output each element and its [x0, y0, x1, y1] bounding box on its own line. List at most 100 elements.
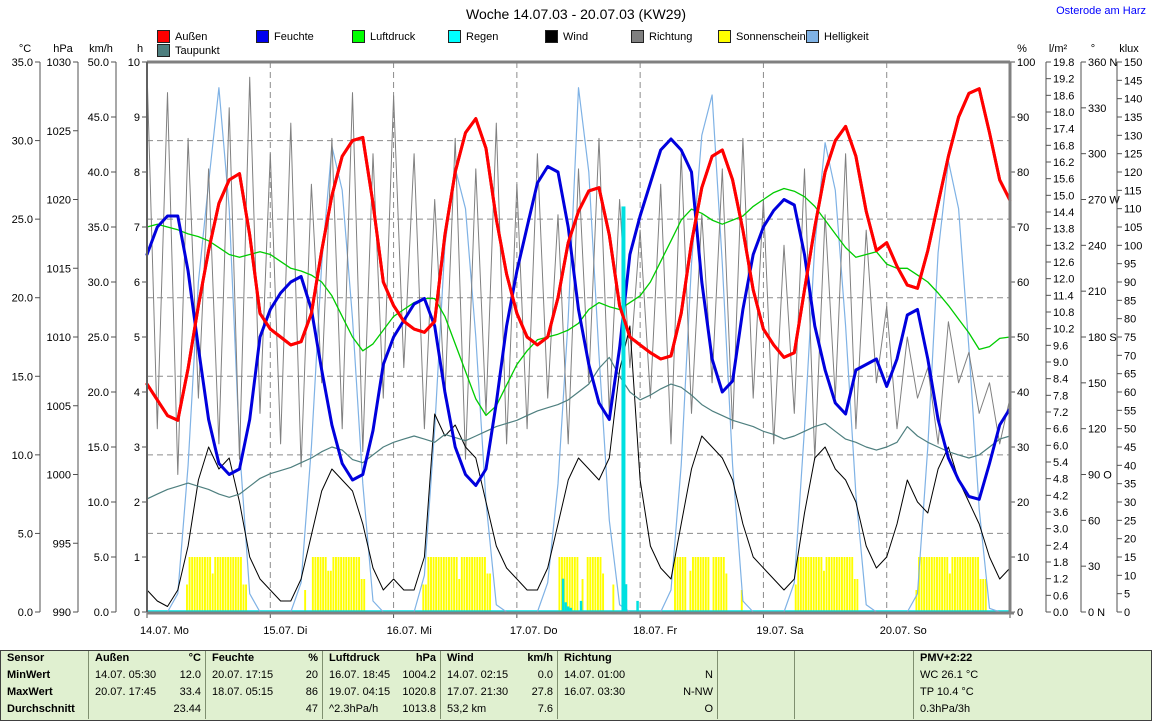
sunshine-bar [946, 557, 949, 612]
cell-time: 16.07. 18:45 [329, 669, 391, 681]
table-cell [718, 668, 795, 685]
sunshine-bar [799, 557, 802, 612]
legend-item-taupunkt[interactable]: Taupunkt [157, 44, 220, 57]
axis-tick-label-rain: 0.6 [1053, 590, 1068, 602]
legend-item-sonnenschein[interactable]: Sonnenschein [718, 30, 806, 43]
legend-item-wind[interactable]: Wind [545, 30, 588, 43]
sunshine-bar [848, 557, 851, 612]
axis-tick-label-klux: 125 [1124, 149, 1142, 161]
sunshine-bar [352, 557, 355, 612]
x-day-label: 15.07. Di [263, 625, 307, 637]
sunshine-bar [337, 557, 340, 612]
table-row-label: MinWert [1, 668, 89, 685]
axis-tick-label-rain: 16.8 [1053, 140, 1074, 152]
axis-tick-label-rain: 0.0 [1053, 607, 1068, 619]
table-cell-richtung: 14.07. 01:00 N [558, 668, 718, 685]
axis-tick-label-hum: 20 [1017, 497, 1029, 509]
sunshine-bar [201, 557, 204, 612]
sunshine-bar [481, 557, 484, 612]
sunshine-bar [823, 570, 825, 612]
sunshine-bar [581, 579, 584, 612]
stats-table: Sensor Außen °C Feuchte% Luftdruck hPa Wind km/… [0, 650, 1152, 721]
cell-time: 17.07. 21:30 [447, 686, 509, 698]
sunshine-bar [679, 557, 682, 612]
sunshine-bar [840, 557, 843, 612]
cell-time: 19.07. 04:15 [329, 686, 391, 698]
table-cell-feuchte: 20.07. 17:15 20 [206, 668, 323, 685]
sunshine-bar [440, 557, 443, 612]
cell-value: km/h [527, 652, 553, 664]
sunshine-bar [198, 557, 201, 612]
sunshine-bar [347, 557, 350, 612]
sunshine-bar [712, 557, 715, 612]
sunshine-bar [930, 557, 933, 612]
sunshine-bar [219, 557, 222, 612]
legend-item-luftdruck[interactable]: Luftdruck [352, 30, 415, 43]
legend-label: Wind [563, 30, 589, 43]
sunshine-bar [969, 557, 972, 612]
axis-tick-label-rain: 14.4 [1053, 207, 1074, 219]
axis-tick-label-dir: 240 [1088, 240, 1106, 252]
sunshine-bar [468, 557, 471, 612]
axis-tick-label-dir: 210 [1088, 286, 1106, 298]
series-sonnenschein [186, 557, 987, 612]
axis-tick-label-wind: 20.0 [88, 387, 109, 399]
axis-tick-label-klux: 130 [1124, 130, 1142, 142]
cell-time: 20.07. 17:15 [212, 669, 274, 681]
axis-tick-label-wind: 25.0 [88, 332, 109, 344]
legend-label: Sonnenschein [736, 30, 806, 43]
table-cell [718, 685, 795, 702]
legend-color-swatch-wind [545, 30, 558, 43]
cell-time: 20.07. 17:45 [95, 686, 157, 698]
axis-tick-label-temp: 20.0 [12, 293, 33, 305]
axis-tick-label-wind: 5.0 [94, 552, 109, 564]
legend-color-swatch-regen [448, 30, 461, 43]
axis-tick-label-rain: 15.0 [1053, 190, 1074, 202]
sunshine-bar [227, 557, 230, 612]
axis-tick-label-klux: 135 [1124, 112, 1142, 124]
sunshine-bar [209, 557, 212, 612]
chart-legend: Außen Feuchte Luftdruck Regen Wind Richtung So… [0, 0, 1152, 58]
sunshine-bar [193, 557, 196, 612]
cell-value: 0.0 [537, 669, 553, 681]
sunshine-bar [594, 557, 597, 612]
sunshine-bar [317, 557, 319, 612]
station-name[interactable]: Osterode am Harz [1056, 5, 1146, 17]
cell-time: 14.07. 01:00 [564, 669, 626, 681]
legend-item-richtung[interactable]: Richtung [631, 30, 692, 43]
sunshine-bar [984, 579, 987, 612]
sunshine-bar [188, 557, 191, 612]
sunshine-bar [445, 557, 448, 612]
sunshine-bar [941, 557, 944, 612]
axis-tick-label-rain: 6.0 [1053, 440, 1068, 452]
sunshine-bar [938, 557, 941, 612]
sunshine-bar [694, 557, 697, 612]
axis-tick-label-press: 1005 [47, 401, 71, 413]
axis-tick-label-sun: 1 [134, 552, 140, 564]
cell-value: O [704, 703, 713, 715]
axis-tick-label-klux: 10 [1124, 570, 1136, 582]
sunshine-bar [471, 557, 474, 612]
axis-tick-label-dir: 330 [1088, 103, 1106, 115]
sunshine-bar [853, 579, 856, 612]
axis-tick-label-hum: 80 [1017, 167, 1029, 179]
cell-time: 14.07. 02:15 [447, 669, 509, 681]
legend-label: Taupunkt [175, 44, 220, 57]
cell-value: 1004.2 [402, 669, 436, 681]
sunshine-bar [702, 557, 705, 612]
cell-time: ^2.3hPa/h [329, 703, 379, 715]
sunshine-bar [473, 557, 476, 612]
table-header-sensor: Sensor [1, 651, 89, 668]
axis-tick-label-klux: 115 [1124, 185, 1142, 197]
sunshine-bar [918, 557, 920, 612]
legend-item-helligkeit[interactable]: Helligkeit [806, 30, 869, 43]
sunshine-bar [956, 557, 959, 612]
legend-item-feuchte[interactable]: Feuchte [256, 30, 314, 43]
legend-item-außen[interactable]: Außen [157, 30, 207, 43]
legend-color-swatch-helligkeit [806, 30, 819, 43]
legend-item-regen[interactable]: Regen [448, 30, 498, 43]
axis-tick-label-klux: 75 [1124, 332, 1136, 344]
axis-tick-label-klux: 95 [1124, 259, 1136, 271]
sunshine-bar [576, 557, 579, 612]
